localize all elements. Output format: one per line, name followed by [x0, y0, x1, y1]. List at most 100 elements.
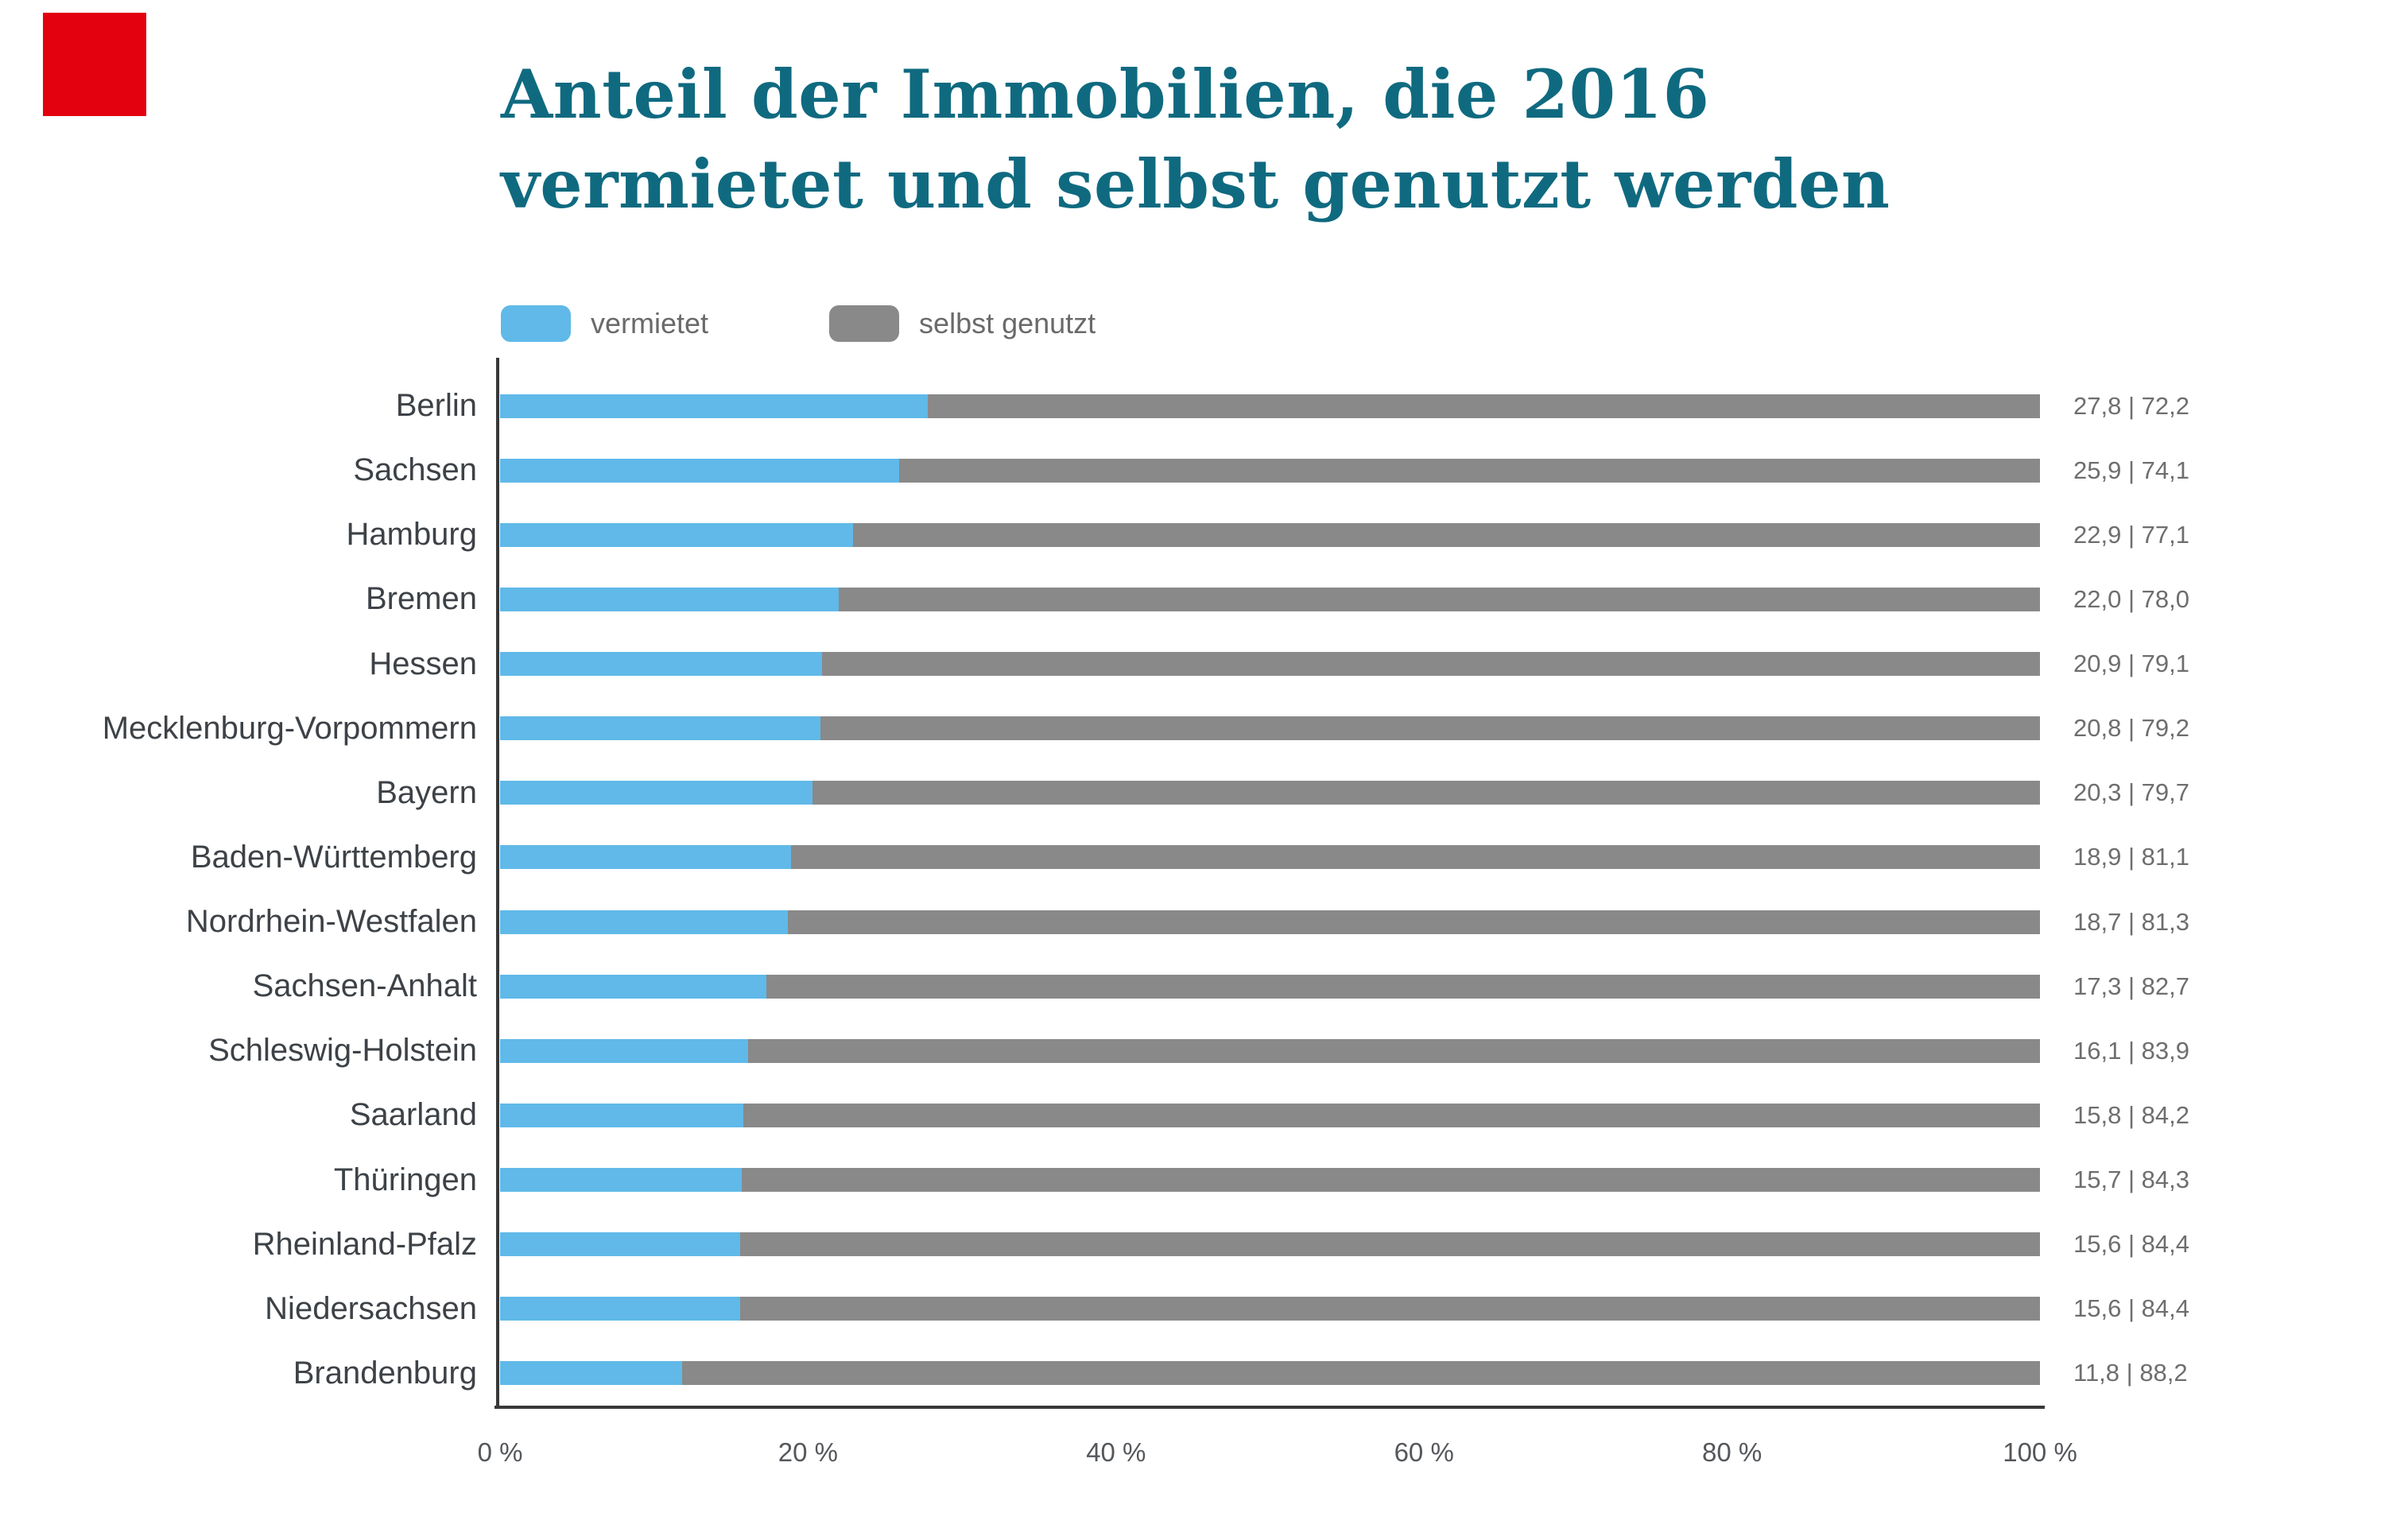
bar-segment-vermietet: [500, 1232, 741, 1257]
category-label: Baden-Württemberg: [190, 839, 477, 875]
bar-segment-vermietet: [500, 974, 767, 999]
bar-track: [500, 1038, 2040, 1063]
bar-row: Mecklenburg-Vorpommern 20,8 | 79,2: [72, 696, 2274, 761]
bar-track: [500, 1361, 2040, 1386]
bar-segment-vermietet: [500, 1038, 748, 1063]
chart-title: Anteil der Immobilien, die 2016 vermiete…: [501, 49, 1891, 229]
category-label: Bremen: [365, 581, 477, 617]
bar-row: Sachsen 25,9 | 74,1: [72, 438, 2274, 502]
category-label: Nordrhein-Westfalen: [185, 904, 477, 940]
category-label: Hamburg: [346, 517, 477, 553]
value-label: 20,9 | 79,1: [2073, 650, 2189, 678]
category-label: Schleswig-Holstein: [208, 1033, 477, 1069]
bar-segment-selbst-genutzt: [747, 1038, 2040, 1063]
bar-segment-selbst-genutzt: [742, 1168, 2040, 1193]
category-label: Brandenburg: [293, 1355, 477, 1391]
bar-row: Sachsen-Anhalt 17,3 | 82,7: [72, 954, 2274, 1018]
bar-segment-vermietet: [500, 458, 899, 483]
bar-track: [500, 974, 2040, 999]
bar-segment-vermietet: [500, 1168, 743, 1193]
bar-row: Niedersachsen 15,6 | 84,4: [72, 1277, 2274, 1341]
bar-row: Thüringen 15,7 | 84,3: [72, 1148, 2274, 1212]
bar-segment-vermietet: [500, 910, 789, 934]
category-label: Sachsen: [353, 452, 477, 488]
chart-title-line1: Anteil der Immobilien, die 2016: [501, 55, 1710, 134]
category-label: Berlin: [395, 388, 477, 424]
value-label: 15,8 | 84,2: [2073, 1100, 2189, 1129]
legend: vermietet selbst genutzt: [501, 305, 1096, 342]
bar-row: Baden-Württemberg 18,9 | 81,1: [72, 825, 2274, 890]
bar-row: Brandenburg 11,8 | 88,2: [72, 1341, 2274, 1406]
bar-segment-selbst-genutzt: [821, 652, 2040, 677]
bar-segment-selbst-genutzt: [898, 458, 2040, 483]
value-label: 22,9 | 77,1: [2073, 520, 2189, 549]
value-label: 16,1 | 83,9: [2073, 1036, 2189, 1065]
x-axis-tick-label: 20 %: [778, 1437, 838, 1467]
value-label: 20,8 | 79,2: [2073, 714, 2189, 743]
bar-track: [500, 1103, 2040, 1127]
value-label: 20,3 | 79,7: [2073, 778, 2189, 807]
x-axis-ticks: 0 % 20 % 40 % 60 % 80 % 100 %: [478, 1437, 2077, 1477]
bar-segment-vermietet: [500, 845, 792, 870]
bar-row: Bayern 20,3 | 79,7: [72, 761, 2274, 825]
category-label: Sachsen-Anhalt: [252, 968, 477, 1004]
bar-row: Schleswig-Holstein 16,1 | 83,9: [72, 1018, 2274, 1083]
bar-segment-vermietet: [500, 587, 840, 611]
bar-rows: Berlin 27,8 | 72,2 Sachsen 25,9 | 74,1 Hambu…: [72, 374, 2274, 1406]
bar-segment-selbst-genutzt: [766, 974, 2040, 999]
bar-track: [500, 522, 2040, 547]
legend-swatch-selbst-genutzt: [829, 305, 900, 342]
category-label: Hessen: [369, 646, 477, 681]
bar-segment-vermietet: [500, 1361, 682, 1386]
brand-logo-red-square: [43, 13, 146, 116]
bar-row: Rheinland-Pfalz 15,6 | 84,4: [72, 1212, 2274, 1277]
category-label: Saarland: [349, 1097, 477, 1133]
chart-title-line2: vermietet und selbst genutzt werden: [501, 145, 1891, 223]
bar-row: Nordrhein-Westfalen 18,7 | 81,3: [72, 890, 2274, 954]
bar-segment-selbst-genutzt: [681, 1361, 2040, 1386]
bar-segment-vermietet: [500, 522, 853, 547]
bar-row: Hamburg 22,9 | 77,1: [72, 502, 2274, 567]
x-axis-tick-label: 100 %: [2003, 1437, 2077, 1467]
category-label: Niedersachsen: [265, 1290, 477, 1326]
bar-row: Hessen 20,9 | 79,1: [72, 632, 2274, 696]
category-label: Bayern: [376, 774, 477, 810]
y-axis-line: [496, 358, 499, 1409]
bar-track: [500, 845, 2040, 870]
bar-track: [500, 1232, 2040, 1257]
bar-segment-selbst-genutzt: [788, 910, 2040, 934]
x-axis-tick-label: 60 %: [1394, 1437, 1454, 1467]
bar-track: [500, 1168, 2040, 1193]
bar-segment-selbst-genutzt: [928, 394, 2040, 418]
value-label: 15,7 | 84,3: [2073, 1166, 2189, 1194]
bar-segment-vermietet: [500, 1103, 744, 1127]
category-label: Mecklenburg-Vorpommern: [102, 710, 477, 746]
bar-segment-vermietet: [500, 652, 822, 677]
bar-segment-selbst-genutzt: [740, 1232, 2040, 1257]
bar-row: Berlin 27,8 | 72,2: [72, 374, 2274, 438]
bar-segment-vermietet: [500, 716, 820, 741]
bar-track: [500, 394, 2040, 418]
value-label: 18,9 | 81,1: [2073, 843, 2189, 871]
value-label: 15,6 | 84,4: [2073, 1230, 2189, 1259]
x-axis-tick-label: 0 %: [477, 1437, 523, 1467]
bar-track: [500, 587, 2040, 611]
category-label: Rheinland-Pfalz: [252, 1226, 477, 1262]
value-label: 11,8 | 88,2: [2073, 1359, 2188, 1387]
bar-row: Saarland 15,8 | 84,2: [72, 1083, 2274, 1147]
bar-segment-selbst-genutzt: [791, 845, 2040, 870]
bar-segment-selbst-genutzt: [812, 781, 2040, 805]
bar-track: [500, 716, 2040, 741]
bar-segment-selbst-genutzt: [820, 716, 2040, 741]
value-label: 22,0 | 78,0: [2073, 584, 2189, 613]
bar-segment-selbst-genutzt: [852, 522, 2040, 547]
bar-track: [500, 652, 2040, 677]
bar-track: [500, 1297, 2040, 1321]
category-label: Thüringen: [333, 1162, 477, 1197]
bar-segment-selbst-genutzt: [839, 587, 2040, 611]
value-label: 25,9 | 74,1: [2073, 456, 2189, 484]
bar-segment-vermietet: [500, 1297, 741, 1321]
bar-track: [500, 781, 2040, 805]
value-label: 17,3 | 82,7: [2073, 972, 2189, 1000]
legend-label-vermietet: vermietet: [591, 307, 709, 339]
